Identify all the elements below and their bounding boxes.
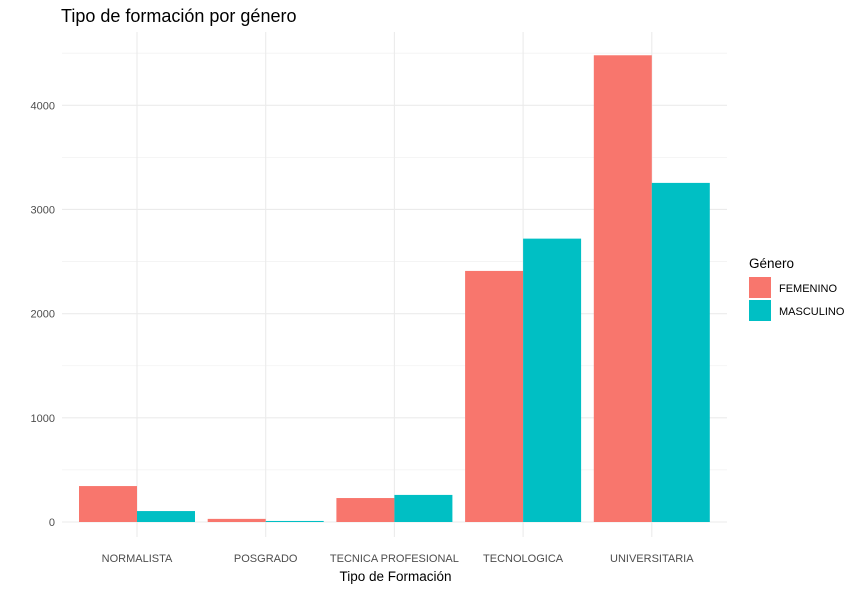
chart-title: Tipo de formación por género: [61, 6, 297, 26]
bar-femenino: [79, 486, 137, 522]
y-tick-label: 0: [49, 517, 55, 529]
x-tick-label: TECNICA PROFESIONAL: [330, 553, 459, 565]
legend-label: MASCULINO: [779, 306, 845, 318]
bar-masculino: [265, 520, 324, 522]
legend-title: Género: [749, 256, 794, 271]
bar-masculino: [137, 511, 195, 522]
legend-key-masculino: [749, 300, 771, 321]
x-tick-label: TECNOLOGICA: [483, 553, 564, 565]
bar-masculino: [523, 238, 582, 522]
legend-key-femenino: [749, 277, 771, 298]
bar-masculino: [651, 182, 710, 522]
bar-masculino: [394, 494, 453, 522]
y-tick-label: 1000: [31, 413, 55, 425]
x-tick-label: POSGRADO: [234, 553, 298, 565]
bar-femenino: [465, 270, 524, 522]
bar-femenino: [207, 518, 266, 522]
x-tick-label: UNIVERSITARIA: [610, 553, 694, 565]
y-tick-label: 2000: [31, 309, 55, 321]
bar-femenino: [593, 55, 652, 523]
y-tick-label: 4000: [31, 100, 55, 112]
x-tick-label: NORMALISTA: [102, 553, 173, 565]
y-tick-label: 3000: [31, 204, 55, 216]
legend-label: FEMENINO: [779, 283, 838, 295]
x-axis-title: Tipo de Formación: [339, 569, 451, 584]
bar-femenino: [336, 498, 395, 522]
